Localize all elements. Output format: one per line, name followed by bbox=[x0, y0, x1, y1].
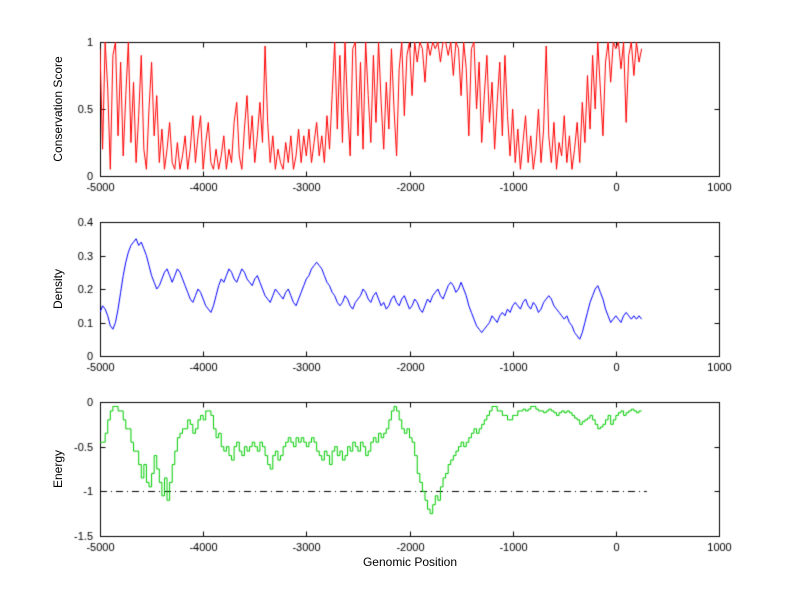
ylabel-conservation-score: Conservation Score bbox=[51, 56, 65, 162]
ylabel-energy: Energy bbox=[51, 449, 65, 489]
xlabel-genomic-position: Genomic Position bbox=[362, 555, 458, 569]
ylabel-density: Density bbox=[51, 268, 65, 310]
